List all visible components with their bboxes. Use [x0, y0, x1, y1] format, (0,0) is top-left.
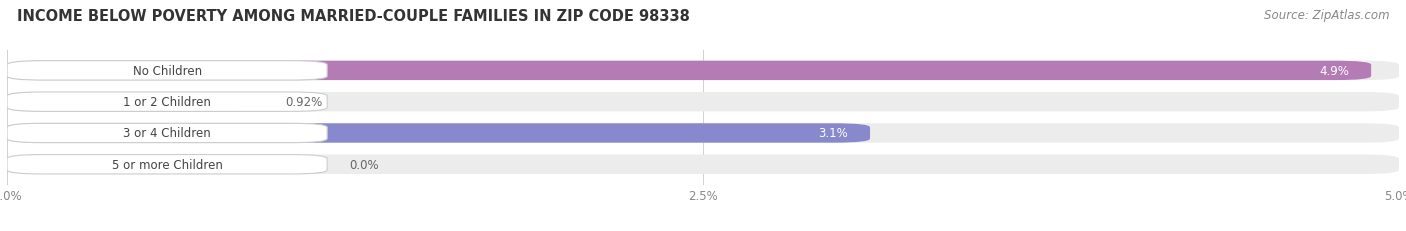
FancyBboxPatch shape [7, 155, 328, 174]
FancyBboxPatch shape [7, 61, 1371, 81]
FancyBboxPatch shape [7, 124, 328, 143]
Text: INCOME BELOW POVERTY AMONG MARRIED-COUPLE FAMILIES IN ZIP CODE 98338: INCOME BELOW POVERTY AMONG MARRIED-COUPL… [17, 9, 690, 24]
FancyBboxPatch shape [7, 155, 1399, 174]
Text: 1 or 2 Children: 1 or 2 Children [124, 96, 211, 109]
FancyBboxPatch shape [7, 93, 1399, 112]
FancyBboxPatch shape [7, 124, 870, 143]
Text: 0.92%: 0.92% [285, 96, 322, 109]
Text: 3 or 4 Children: 3 or 4 Children [124, 127, 211, 140]
FancyBboxPatch shape [7, 93, 328, 112]
Text: 3.1%: 3.1% [818, 127, 848, 140]
Text: 4.9%: 4.9% [1319, 65, 1348, 78]
Text: No Children: No Children [132, 65, 201, 78]
Text: Source: ZipAtlas.com: Source: ZipAtlas.com [1264, 9, 1389, 22]
Text: 0.0%: 0.0% [350, 158, 380, 171]
FancyBboxPatch shape [7, 61, 1399, 81]
Text: 5 or more Children: 5 or more Children [111, 158, 222, 171]
FancyBboxPatch shape [7, 93, 263, 112]
FancyBboxPatch shape [7, 124, 1399, 143]
FancyBboxPatch shape [7, 61, 328, 81]
